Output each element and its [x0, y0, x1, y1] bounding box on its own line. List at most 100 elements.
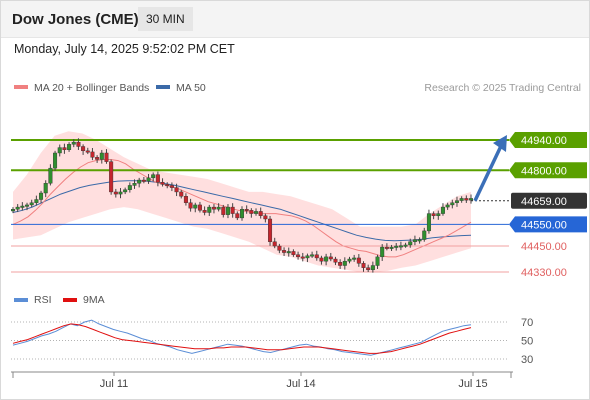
- candle-bull: [29, 202, 34, 206]
- candle-bull: [469, 198, 474, 201]
- level-tag-pivot: [509, 216, 587, 233]
- candle-bull: [132, 183, 137, 186]
- level-label-resistance: 44940.00: [521, 135, 567, 147]
- candle-bear: [62, 147, 67, 150]
- candle-bull: [398, 245, 403, 248]
- instrument-title: Dow Jones (CME): [12, 11, 139, 28]
- candle-bear: [361, 263, 366, 268]
- candle-bear: [235, 213, 240, 219]
- candle-bear: [104, 152, 109, 162]
- rsi-line: [12, 319, 472, 356]
- candle-bull: [347, 258, 352, 262]
- legend-label-rsi: RSI: [34, 294, 52, 306]
- candle-bear: [300, 256, 305, 259]
- candle-bear: [319, 257, 324, 262]
- candle-bear: [141, 179, 146, 182]
- candle-bull: [254, 211, 259, 214]
- forecast-arrow: [473, 135, 507, 202]
- legend-swatch-rsi: [14, 298, 28, 302]
- candle-bull: [216, 206, 221, 210]
- candle-bear: [338, 262, 343, 266]
- candle-bear: [221, 206, 226, 215]
- legend-label-ma50: MA 50: [176, 82, 206, 94]
- candle-bull: [127, 185, 132, 190]
- candle-bull: [34, 199, 39, 203]
- level-label-support: 44330.00: [521, 267, 567, 279]
- rsi-panel: RSI 9MA 70 50 30: [11, 294, 533, 366]
- candle-bull: [305, 255, 310, 259]
- candle-bear: [202, 210, 207, 213]
- rsi-tick-label: 50: [521, 336, 533, 348]
- candle-bear: [188, 202, 193, 209]
- candle-bull: [389, 246, 394, 249]
- last-price-tag: [511, 192, 587, 209]
- candle-bear: [155, 174, 160, 183]
- rsi-tick-label: 70: [521, 317, 533, 329]
- candle-bull: [99, 152, 104, 160]
- candle-bear: [76, 141, 81, 147]
- x-tick-label: Jul 15: [458, 378, 487, 390]
- candle-bear: [296, 254, 301, 258]
- candle-bear: [211, 206, 216, 210]
- level-tag-resistance: [509, 162, 587, 179]
- candle-bull: [39, 192, 44, 200]
- candle-bull: [48, 167, 53, 184]
- candle-bull: [426, 213, 431, 232]
- ma50-line: [12, 180, 472, 242]
- candle-bear: [328, 256, 333, 260]
- candle-bear: [366, 267, 371, 271]
- timestamp: Monday, July 14, 2025 9:52:02 PM CET: [14, 42, 235, 56]
- candle-bear: [258, 211, 263, 216]
- candle-bull: [394, 245, 399, 248]
- candle-bear: [333, 258, 338, 263]
- timeframe-button[interactable]: 30 MIN: [138, 7, 193, 31]
- candle-bull: [239, 209, 244, 219]
- candle-bear: [85, 150, 90, 153]
- level-label-pivot: 44550.00: [521, 219, 567, 231]
- candle-bull: [286, 251, 291, 254]
- candle-bear: [249, 210, 254, 214]
- x-tick-label: Jul 14: [286, 378, 315, 390]
- candle-bull: [324, 256, 329, 262]
- candle-bull: [225, 206, 230, 215]
- candle-bull: [10, 209, 15, 212]
- candles: [10, 138, 474, 273]
- candle-bear: [356, 257, 361, 264]
- candle-bull: [445, 204, 450, 208]
- legend-swatch-ma20: [14, 85, 28, 89]
- candle-bear: [277, 245, 282, 251]
- candle-bull: [352, 257, 357, 260]
- candle-bull: [57, 147, 62, 154]
- candle-bear: [169, 185, 174, 188]
- candle-bear: [183, 196, 188, 203]
- title-bar: Dow Jones (CME) 30 MIN: [1, 1, 589, 38]
- candle-bull: [151, 174, 156, 179]
- candle-bear: [160, 181, 165, 185]
- candle-bull: [193, 204, 198, 209]
- legend-swatch-ma50: [156, 85, 170, 89]
- candle-bull: [370, 265, 375, 271]
- forecast-arrow-head: [493, 135, 507, 152]
- candle-bear: [81, 146, 86, 152]
- candle-bear: [95, 157, 100, 160]
- research-credit: Research © 2025 Trading Central: [424, 82, 581, 94]
- candle-bear: [431, 213, 436, 216]
- candle-bear: [384, 246, 389, 249]
- candle-bear: [174, 187, 179, 193]
- level-label-last: 44659.00: [521, 196, 567, 208]
- candle-bear: [179, 191, 184, 197]
- candle-bull: [375, 256, 380, 266]
- candle-bull: [20, 205, 25, 208]
- candle-bull: [71, 141, 76, 145]
- rsi-ma-line: [12, 323, 472, 354]
- candle-bull: [417, 239, 422, 242]
- time-axis: Jul 11 Jul 14 Jul 15: [11, 371, 513, 390]
- price-levels: 44940.00 44800.00 44659.00 44550.00 44450.00…: [11, 132, 587, 279]
- candle-bull: [459, 198, 464, 201]
- candle-bull: [137, 179, 142, 184]
- candle-bear: [272, 241, 277, 247]
- candle-bear: [282, 250, 287, 253]
- candle-bear: [268, 218, 273, 242]
